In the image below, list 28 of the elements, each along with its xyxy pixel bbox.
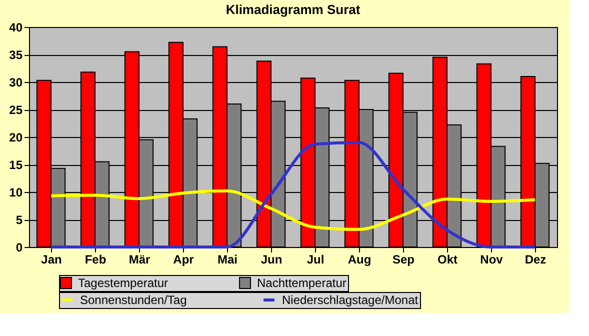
y-tick-label: 20 xyxy=(9,130,23,144)
x-tick-label: Jan xyxy=(41,252,62,266)
line-series xyxy=(50,141,536,248)
y-tick-label: 5 xyxy=(16,213,23,227)
x-tick-label: Mai xyxy=(217,252,238,266)
legend-label: Tagestemperatur xyxy=(78,276,168,290)
y-tick-label: 10 xyxy=(9,186,23,200)
x-tick-label: Aug xyxy=(348,252,372,266)
legend-label: Niederschlagstage/Monat xyxy=(282,293,419,307)
x-tick-label: Jul xyxy=(306,252,324,266)
x-tick-label: Okt xyxy=(437,252,458,266)
x-tick-label: Apr xyxy=(173,252,194,266)
chart-title: Klimadiagramm Surat xyxy=(226,2,361,17)
y-tick-label: 35 xyxy=(9,48,23,62)
x-tick-label: Feb xyxy=(84,252,106,266)
x-tick-label: Mär xyxy=(128,252,150,266)
y-tick-label: 30 xyxy=(9,76,23,90)
y-tick-label: 40 xyxy=(9,20,23,34)
y-tick-label: 0 xyxy=(16,240,23,254)
x-tick-label: Nov xyxy=(480,252,504,266)
x-tick-label: Dez xyxy=(524,252,546,266)
y-tick-label: 15 xyxy=(9,158,23,172)
x-tick-label: Sep xyxy=(392,252,415,266)
x-tick-label: Jun xyxy=(260,252,282,266)
legend-label: Nachttemperatur xyxy=(257,276,346,290)
y-tick-label: 25 xyxy=(9,103,23,117)
legend-label: Sonnenstunden/Tag xyxy=(80,293,187,307)
line-series xyxy=(50,189,536,231)
